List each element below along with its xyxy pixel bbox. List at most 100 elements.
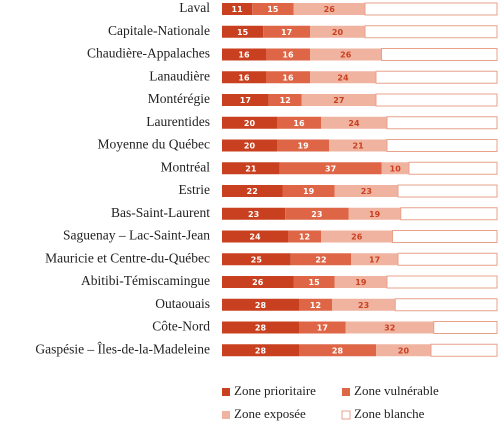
bar-segment [277,139,330,152]
legend-swatch [341,410,351,420]
bar-segment [386,116,498,130]
value-label: 23 [361,187,372,196]
bar-segment [386,275,498,289]
value-label: 28 [255,324,267,333]
legend-swatch [222,388,230,396]
value-label: 26 [351,233,363,242]
bar-segment [381,48,498,61]
bar-segment [301,94,376,106]
bar-segment [222,94,269,106]
value-label: 21 [353,142,365,151]
bar-segment [299,344,376,357]
value-label: 28 [332,346,344,355]
bar-segment [222,25,264,38]
value-label: 19 [355,278,367,287]
value-label: 17 [281,28,292,37]
bar-segment [381,162,409,175]
bar-segment [334,276,387,288]
bar-segment [334,185,398,197]
value-label: 15 [237,28,249,37]
value-label: 20 [398,346,410,355]
value-label: 17 [369,255,380,264]
bar-segment [266,48,310,61]
bar-segment [310,48,382,61]
bar-segment [408,161,498,175]
value-label: 17 [240,96,251,105]
value-label: 22 [247,187,258,196]
bar-segment [310,25,365,38]
value-label: 20 [244,119,256,128]
bar-segment [375,70,498,84]
category-label: Bas-Saint-Laurent [111,205,210,220]
value-label: 19 [369,210,381,219]
value-label: 21 [245,164,257,173]
bar-segment [222,71,266,84]
bar-segment [364,2,498,16]
legend-swatch [342,388,350,396]
value-label: 26 [324,5,336,14]
bar-segment [285,207,349,220]
category-label: Chaudière-Appalaches [87,46,210,61]
value-label: 15 [309,278,321,287]
bar-segment [329,139,387,152]
category-label: Moyenne du Québec [98,137,210,152]
value-label: 16 [293,119,305,128]
bar-segment [375,93,498,107]
bar-segment [222,48,266,61]
category-label: Saguenay – Lac-Saint-Jean [63,228,210,243]
bar-segment [293,3,365,15]
bar-segment [433,321,498,334]
bar-segment [222,162,280,175]
category-label: Outaouais [155,296,210,311]
value-label: 10 [390,164,402,173]
bar-segment [222,207,286,220]
value-label: 19 [303,187,315,196]
category-label: Côte-Nord [152,319,210,334]
category-label: Montréal [161,159,211,174]
value-label: 12 [310,301,321,310]
bar-segment [263,25,310,38]
bar-segment [222,185,283,197]
bar-segment [430,343,498,357]
value-label: 15 [267,5,279,14]
legend-swatch [222,411,230,419]
category-label: Capitale-Nationale [108,23,210,38]
category-label: Laval [179,0,210,15]
category-label: Mauricie et Centre-du-Québec [45,250,210,265]
legend-label: Zone prioritaire [234,383,316,398]
bar-segment [222,230,288,243]
bar-segment [279,162,382,175]
bar-segment [222,344,299,357]
category-label: Lanaudière [149,68,210,83]
bar-segment [222,321,299,334]
category-label: Gaspésie – Îles-de-la-Madeleine [35,341,210,356]
bar-segment [397,252,498,266]
bar-segment [252,3,294,15]
bar-segment [277,116,321,129]
value-label: 11 [232,5,244,14]
value-label: 17 [317,324,328,333]
category-label: Montérégie [148,91,210,106]
bar-segment [351,253,398,266]
bar-segment [332,298,396,311]
bar-segment [299,298,332,311]
bar-segment [222,3,253,15]
bar-segment [290,253,352,266]
value-label: 16 [238,73,250,82]
legend-label: Zone vulnérable [354,383,439,398]
legend-label: Zone blanche [354,406,425,421]
value-label: 32 [384,324,395,333]
bar-segment [288,230,321,243]
legend-label: Zone exposée [234,406,306,421]
value-label: 28 [255,346,267,355]
value-label: 26 [252,278,264,287]
bar-segment [392,230,498,243]
bar-segment [310,71,376,84]
bar-segment [400,207,498,221]
bar-segment [222,276,294,288]
bar-segment [386,139,498,152]
bar-segment [321,230,393,243]
category-label: Laurentides [146,114,210,129]
bar-segment [222,139,277,152]
